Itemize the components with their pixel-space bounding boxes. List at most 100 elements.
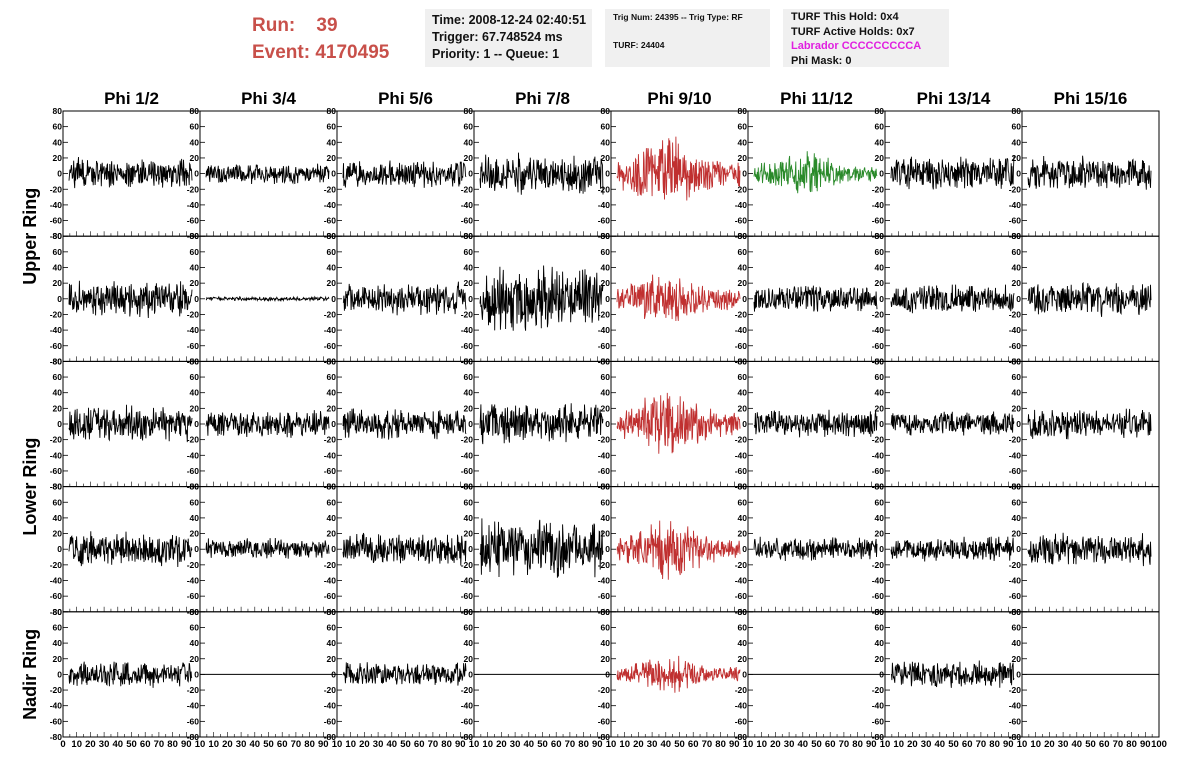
y-tick-label: 20	[327, 529, 337, 539]
y-tick-label: 80	[327, 356, 337, 366]
x-tick-label: 10	[332, 739, 343, 750]
y-tick-label: -60	[187, 466, 200, 476]
y-tick-label: -20	[50, 435, 63, 445]
x-tick-label: 40	[387, 739, 398, 750]
turf-text: TURF: 24404	[613, 40, 665, 50]
y-tick-label: -80	[872, 732, 885, 742]
x-tick-label: 30	[921, 739, 932, 750]
phi-mask-text: Phi Mask: 0	[791, 54, 852, 67]
y-tick-label: 40	[53, 638, 63, 648]
waveform-trace	[205, 163, 330, 185]
y-tick-label: 80	[464, 106, 474, 116]
y-tick-label: 40	[327, 513, 337, 523]
x-tick-label: 10	[1017, 739, 1028, 750]
x-tick-label: 60	[414, 739, 425, 750]
y-tick-label: -80	[1009, 732, 1022, 742]
x-tick-label: 70	[976, 739, 987, 750]
waveform-trace	[753, 285, 878, 312]
y-tick-label: -40	[50, 200, 63, 210]
x-tick-label: 10	[1030, 739, 1041, 750]
y-tick-label: 0	[57, 294, 62, 304]
waveform-trace	[205, 295, 330, 302]
x-tick-label: 40	[661, 739, 672, 750]
waveform-trace	[890, 660, 1015, 688]
x-tick-label: 70	[1113, 739, 1124, 750]
waveform-trace	[616, 136, 741, 201]
y-tick-label: 60	[738, 122, 748, 132]
y-tick-label: 20	[1012, 153, 1022, 163]
x-tick-label: 20	[907, 739, 918, 750]
y-tick-label: 40	[601, 137, 611, 147]
x-tick-label: 20	[496, 739, 507, 750]
y-tick-label: 60	[190, 122, 200, 132]
y-tick-label: 20	[601, 654, 611, 664]
y-tick-label: -20	[1009, 685, 1022, 695]
y-tick-label: -60	[50, 716, 63, 726]
y-tick-label: 40	[53, 388, 63, 398]
y-tick-label: 80	[875, 106, 885, 116]
y-tick-label: 80	[601, 356, 611, 366]
x-tick-label: 20	[1044, 739, 1055, 750]
y-tick-label: 80	[327, 106, 337, 116]
y-tick-label: 60	[53, 622, 63, 632]
y-tick-label: 60	[875, 497, 885, 507]
y-tick-label: -60	[324, 716, 337, 726]
y-tick-label: 0	[57, 419, 62, 429]
x-tick-label: 80	[1126, 739, 1137, 750]
y-tick-label: 60	[738, 372, 748, 382]
y-tick-label: 0	[331, 169, 336, 179]
y-tick-label: -60	[50, 341, 63, 351]
x-tick-label: 30	[373, 739, 384, 750]
x-tick-label: 10	[756, 739, 767, 750]
y-tick-label: 20	[738, 529, 748, 539]
y-tick-label: -60	[598, 341, 611, 351]
column-header: Phi 1/2	[104, 89, 159, 108]
y-tick-label: 20	[875, 153, 885, 163]
x-tick-label: 50	[948, 739, 959, 750]
y-tick-label: 40	[875, 137, 885, 147]
y-tick-label: 80	[738, 356, 748, 366]
waveform-trace	[479, 265, 604, 331]
y-tick-label: 0	[57, 544, 62, 554]
y-tick-label: 80	[53, 106, 63, 116]
x-tick-label: 90	[866, 739, 877, 750]
x-tick-label: 40	[1072, 739, 1083, 750]
y-tick-label: 60	[53, 497, 63, 507]
y-tick-label: -20	[324, 184, 337, 194]
y-tick-label: 60	[1012, 372, 1022, 382]
y-tick-label: 80	[738, 607, 748, 617]
y-tick-label: 0	[742, 419, 747, 429]
y-tick-label: -80	[598, 732, 611, 742]
y-tick-label: 40	[327, 137, 337, 147]
y-tick-label: -60	[1009, 216, 1022, 226]
y-tick-label: -20	[461, 435, 474, 445]
x-tick-label: 10	[880, 739, 891, 750]
y-tick-label: -20	[50, 309, 63, 319]
y-tick-label: 60	[464, 497, 474, 507]
y-tick-label: -80	[50, 356, 63, 366]
x-tick-label: 90	[318, 739, 329, 750]
column-header: Phi 3/4	[241, 89, 296, 108]
y-tick-label: 0	[605, 544, 610, 554]
y-tick-label: 40	[464, 263, 474, 273]
y-tick-label: -20	[187, 560, 200, 570]
y-tick-label: 60	[601, 497, 611, 507]
turf-hold-text: TURF This Hold: 0x4	[791, 11, 899, 23]
y-tick-label: 0	[194, 669, 199, 679]
x-tick-label: 90	[1140, 739, 1151, 750]
y-tick-label: 0	[1016, 669, 1021, 679]
x-tick-label: 20	[359, 739, 370, 750]
y-tick-label: -20	[187, 435, 200, 445]
y-tick-label: 0	[57, 669, 62, 679]
x-tick-label: 60	[551, 739, 562, 750]
x-tick-label: 20	[85, 739, 96, 750]
y-tick-label: -60	[187, 716, 200, 726]
waveform-trace	[68, 531, 193, 568]
y-tick-label: 40	[327, 638, 337, 648]
y-tick-label: 80	[601, 607, 611, 617]
y-tick-label: -20	[461, 685, 474, 695]
waveform-trace	[479, 403, 604, 445]
waveform-trace	[342, 160, 467, 188]
y-tick-label: 80	[190, 231, 200, 241]
y-tick-label: -60	[187, 591, 200, 601]
